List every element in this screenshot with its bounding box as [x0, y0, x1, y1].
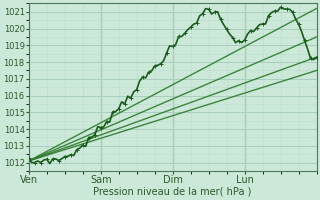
X-axis label: Pression niveau de la mer( hPa ): Pression niveau de la mer( hPa ): [93, 187, 252, 197]
